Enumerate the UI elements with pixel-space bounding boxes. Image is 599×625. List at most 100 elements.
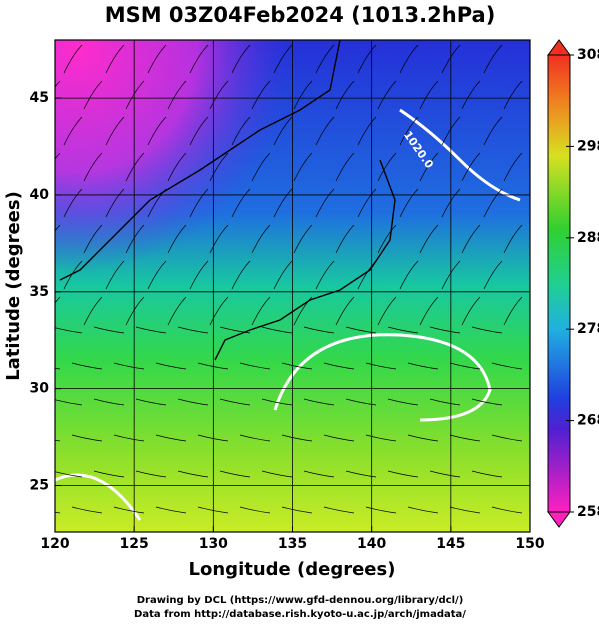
streamline [147,116,167,146]
y-tick-label: 25 [30,478,49,494]
streamline [449,434,481,442]
streamline [303,326,335,334]
streamline [303,398,335,406]
streamline [503,296,523,326]
streamline [503,152,523,182]
colorbar-min-arrow [547,511,571,528]
streamline [345,326,377,334]
streamline [449,506,481,514]
streamline [429,326,461,334]
streamline [125,296,145,326]
y-tick-label: 45 [30,90,49,106]
streamline [219,470,251,478]
streamline [399,44,419,74]
streamline [315,260,335,290]
streamline [377,296,397,326]
streamline [293,224,313,254]
streamline [461,224,481,254]
x-axis-label: Longitude (degrees) [189,559,396,580]
streamline [429,398,461,406]
streamline [461,80,481,110]
streamline [167,80,187,110]
streamline [335,80,355,110]
streamline [503,80,523,110]
streamline [335,152,355,182]
streamline [399,260,419,290]
streamline [449,362,481,370]
streamline [155,434,187,442]
streamline [323,434,355,442]
streamline [483,188,503,218]
streamline [231,260,251,290]
streamline [55,471,83,478]
streamline [93,470,125,478]
y-tick-label: 40 [30,187,50,203]
streamline [209,296,229,326]
streamline [10,471,40,477]
streamline [231,116,251,146]
streamline [483,260,503,290]
streamline [219,326,251,334]
streamline [419,80,439,110]
streamlines [10,44,523,514]
streamline [377,152,397,182]
streamline [315,116,335,146]
streamline [177,326,209,334]
streamline [281,362,313,370]
streamline [387,470,419,478]
credit: Data from http://database.rish.kyoto-u.a… [134,609,466,620]
streamline [231,188,251,218]
streamline [491,506,523,514]
colorbar-label: 278 [577,321,599,337]
streamline [93,398,125,406]
streamline [55,399,83,406]
isobar [399,108,521,202]
streamline [273,188,293,218]
streamline [167,224,187,254]
colorbar [547,54,571,513]
streamline [209,152,229,182]
streamline [125,224,145,254]
streamline [189,116,209,146]
streamline [357,116,377,146]
streamline [471,470,503,478]
streamline [167,152,187,182]
streamline [261,470,293,478]
streamline [22,45,40,73]
streamline [239,362,271,370]
streamline [261,398,293,406]
isobar [55,473,142,521]
streamline [71,434,103,442]
streamline [55,224,61,232]
streamline [483,44,503,74]
streamline [135,398,167,406]
streamline [323,506,355,514]
streamline [135,326,167,334]
colorbar-label: 258 [577,504,599,520]
streamline [63,188,83,218]
streamline [365,434,397,442]
streamline [357,44,377,74]
streamline [93,326,125,334]
streamline [83,80,103,110]
streamline [55,511,61,514]
streamline [135,470,167,478]
streamline [105,260,125,290]
streamline [105,116,125,146]
streamline [399,188,419,218]
streamline [125,152,145,182]
streamline [251,296,271,326]
x-tick-label: 140 [357,536,386,552]
streamline [261,326,293,334]
streamline [293,152,313,182]
streamline [293,296,313,326]
map-area [10,40,530,532]
x-tick-label: 150 [515,536,544,552]
streamline [377,80,397,110]
streamline [407,434,439,442]
streamline [147,44,167,74]
streamline [303,470,335,478]
streamline [231,44,251,74]
streamline [407,506,439,514]
